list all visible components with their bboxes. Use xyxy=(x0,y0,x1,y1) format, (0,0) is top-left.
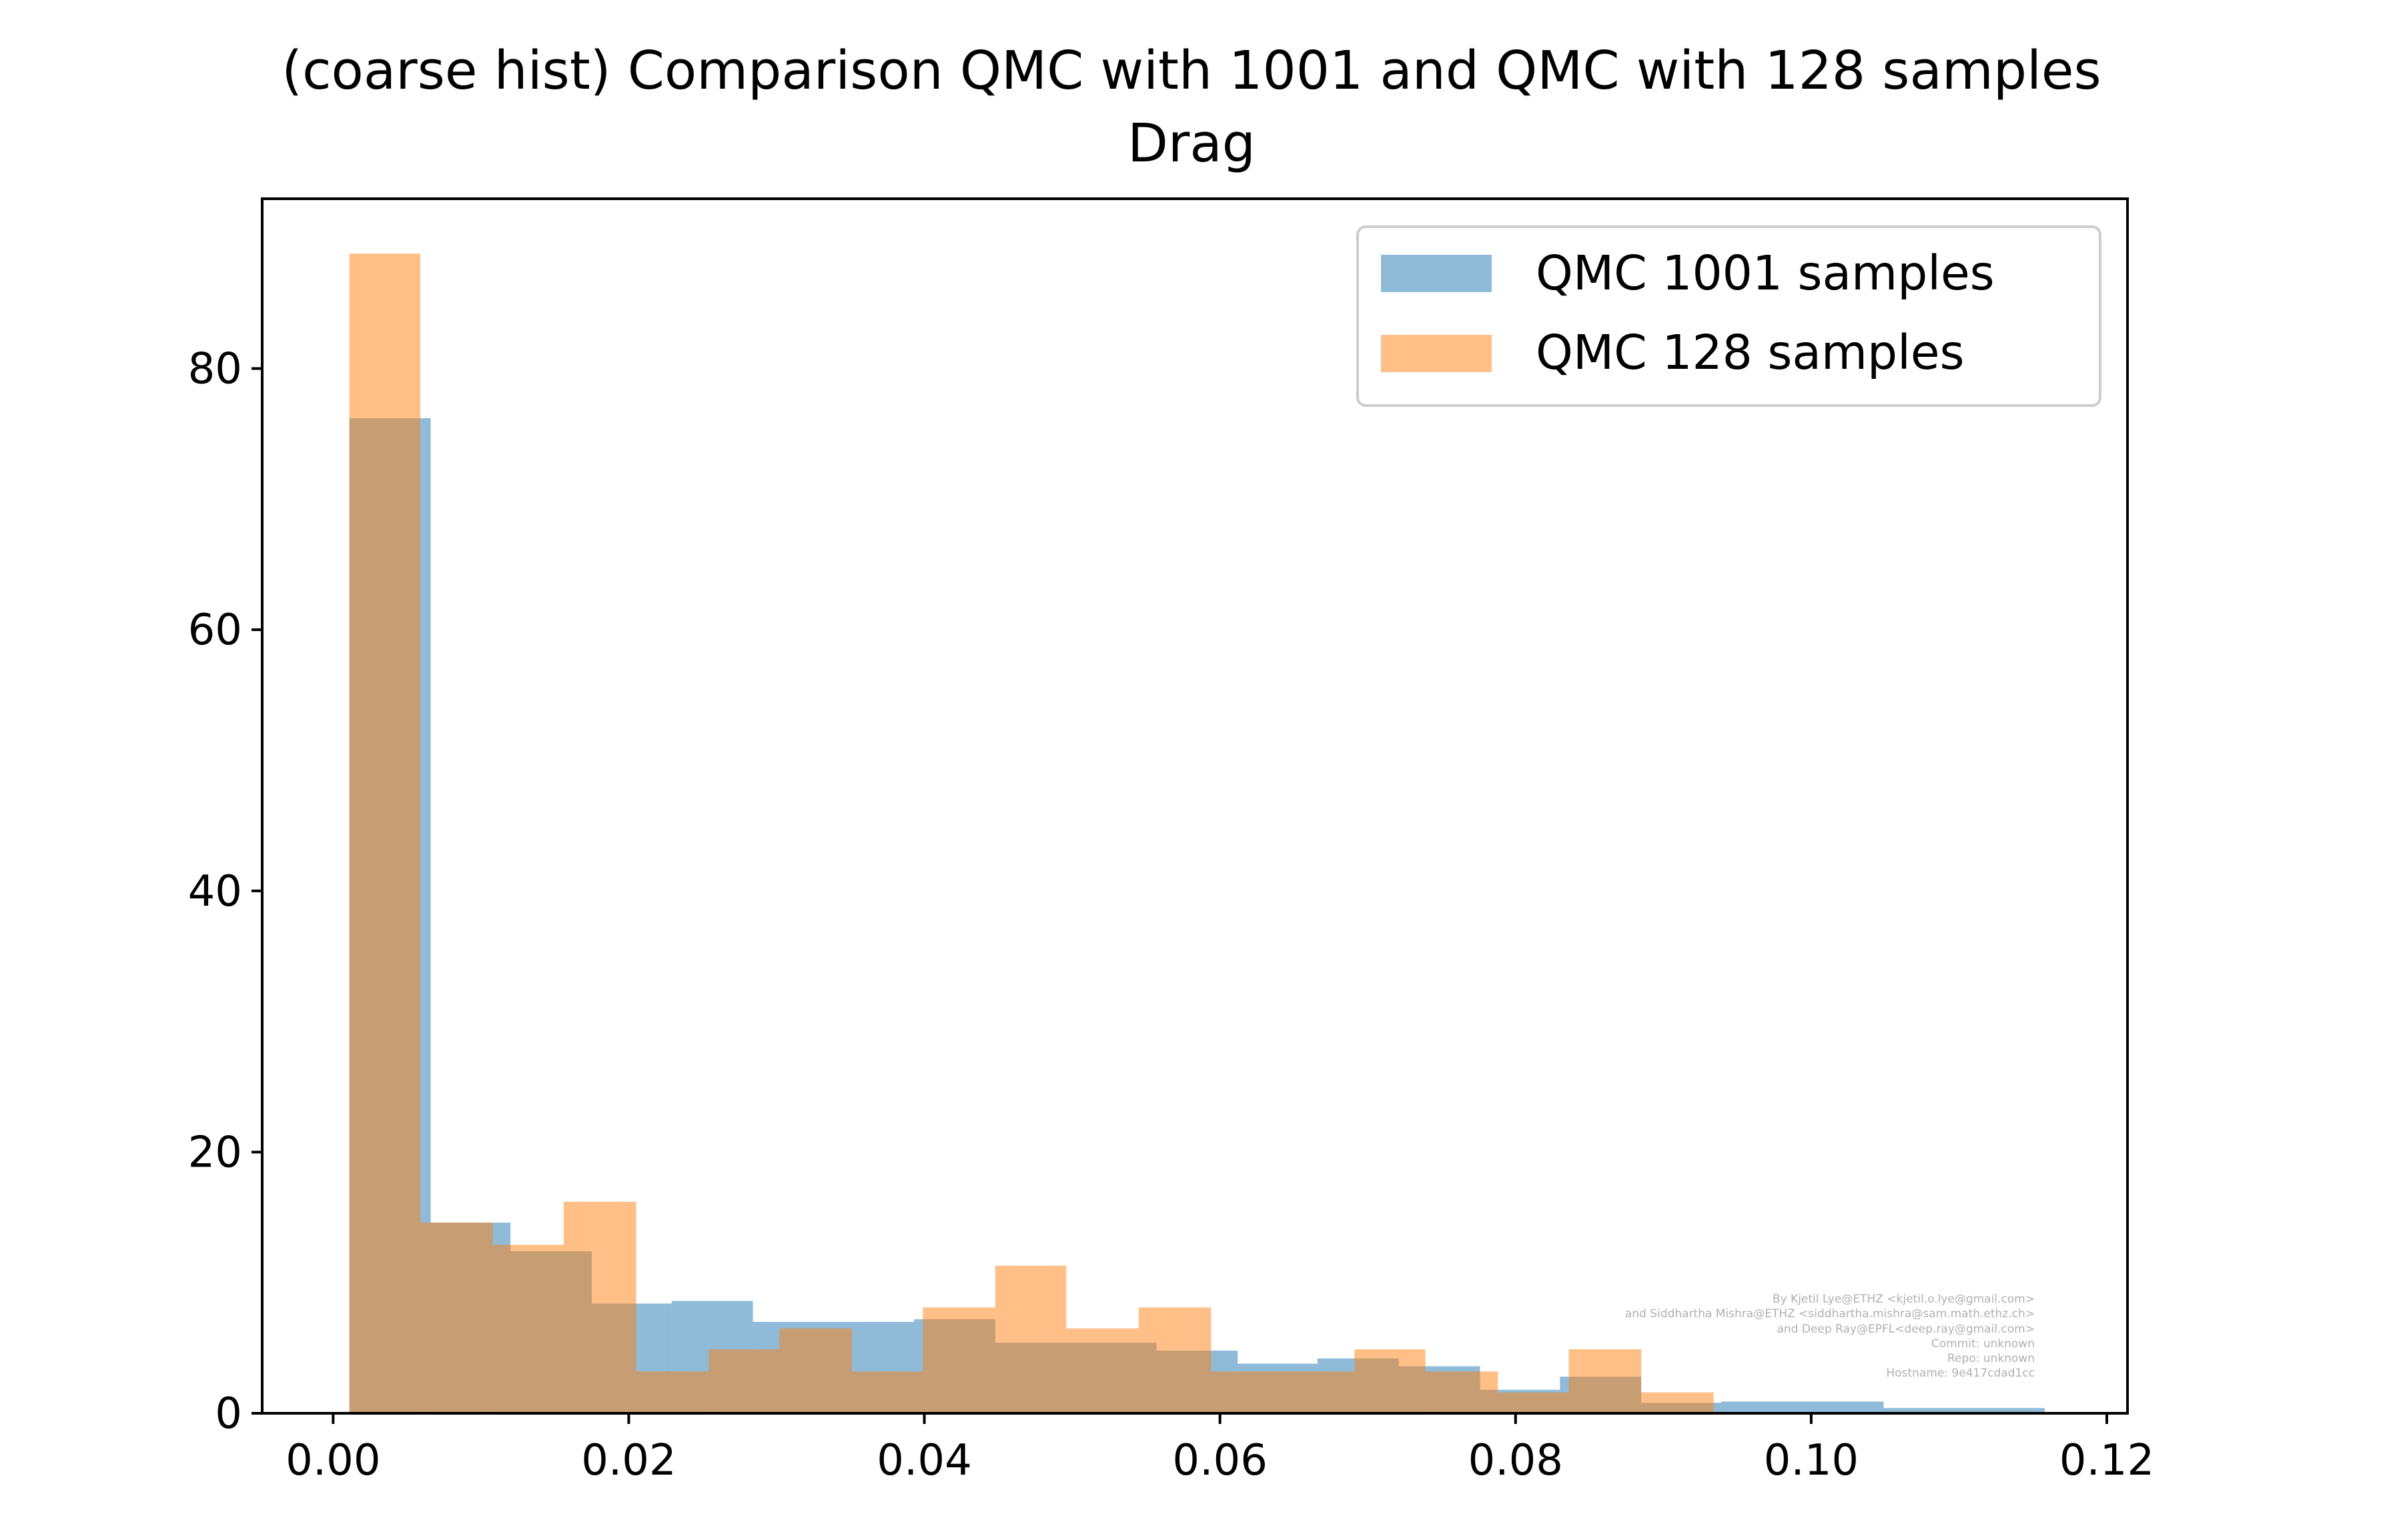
x-tick-label: 0.00 xyxy=(286,1436,381,1485)
legend-label-qmc-128: QMC 128 samples xyxy=(1536,325,1965,380)
x-tick-label: 0.06 xyxy=(1172,1436,1268,1485)
x-tick-label: 0.10 xyxy=(1764,1436,1859,1485)
x-tick-label: 0.02 xyxy=(581,1436,676,1485)
histogram-bar xyxy=(492,1245,564,1413)
chart-subtitle: Drag xyxy=(1127,113,1256,174)
y-tick-label: 60 xyxy=(188,606,242,655)
watermark-line: Repo: unknown xyxy=(1947,1352,2035,1365)
y-axis: 0 20 40 60 80 xyxy=(188,345,262,1439)
legend-box xyxy=(1356,225,2101,407)
histogram-bar xyxy=(708,1349,780,1413)
histogram-bar xyxy=(995,1265,1067,1413)
histogram-bar xyxy=(563,1201,636,1413)
histogram-bar xyxy=(1425,1371,1498,1413)
histogram-bar xyxy=(1066,1328,1139,1413)
y-tick-label: 80 xyxy=(188,345,242,394)
histogram-bar xyxy=(1883,1408,1964,1413)
watermark-line: Commit: unknown xyxy=(1931,1337,2035,1351)
histogram-bar xyxy=(1963,1408,2045,1413)
histogram-bar xyxy=(779,1328,852,1413)
histogram-bar xyxy=(1498,1392,1569,1413)
x-tick-label: 0.12 xyxy=(2059,1436,2155,1485)
y-tick-label: 0 xyxy=(215,1389,242,1439)
y-tick-label: 40 xyxy=(188,867,242,916)
legend-label-qmc-1001: QMC 1001 samples xyxy=(1536,245,1995,301)
histogram-bars xyxy=(349,253,2045,1413)
histogram-bar xyxy=(1568,1349,1642,1413)
chart-title: (coarse hist) Comparison QMC with 1001 a… xyxy=(282,40,2101,101)
histogram-bar xyxy=(1641,1392,1714,1413)
plot-frame xyxy=(261,197,2129,1415)
x-tick-label: 0.08 xyxy=(1468,1436,1564,1485)
x-axis: 0.00 0.02 0.04 0.06 0.08 0.10 0.12 xyxy=(286,1413,2154,1485)
histogram-bar xyxy=(1211,1371,1282,1413)
histogram-bar xyxy=(1354,1349,1426,1413)
legend: QMC 1001 samples QMC 128 samples xyxy=(1356,225,2101,407)
histogram-bar xyxy=(923,1307,995,1413)
histogram-bar xyxy=(1721,1401,1803,1413)
x-tick-label: 0.04 xyxy=(877,1436,972,1485)
y-tick-label: 20 xyxy=(188,1128,242,1177)
histogram-bar xyxy=(1802,1401,1884,1413)
histogram-bar xyxy=(1138,1307,1212,1413)
watermark-line: Hostname: 9e417cdad1cc xyxy=(1886,1367,2035,1380)
watermark: By Kjetil Lye@ETHZ <kjetil.o.lye@gmail.c… xyxy=(1625,1293,2035,1380)
histogram-bar xyxy=(349,253,421,1413)
histogram-bar xyxy=(1282,1371,1355,1413)
legend-swatch-qmc-128 xyxy=(1381,335,1492,372)
series-1 xyxy=(349,253,1714,1413)
watermark-line: By Kjetil Lye@ETHZ <kjetil.o.lye@gmail.c… xyxy=(1773,1293,2035,1306)
legend-swatch-qmc-1001 xyxy=(1381,255,1492,292)
histogram-bar xyxy=(636,1371,709,1413)
histogram-bar xyxy=(420,1223,493,1413)
watermark-line: and Deep Ray@EPFL<deep.ray@gmail.com> xyxy=(1777,1323,2035,1336)
watermark-line: and Siddhartha Mishra@ETHZ <siddhartha.m… xyxy=(1625,1307,2035,1321)
histogram-bar xyxy=(851,1371,923,1413)
